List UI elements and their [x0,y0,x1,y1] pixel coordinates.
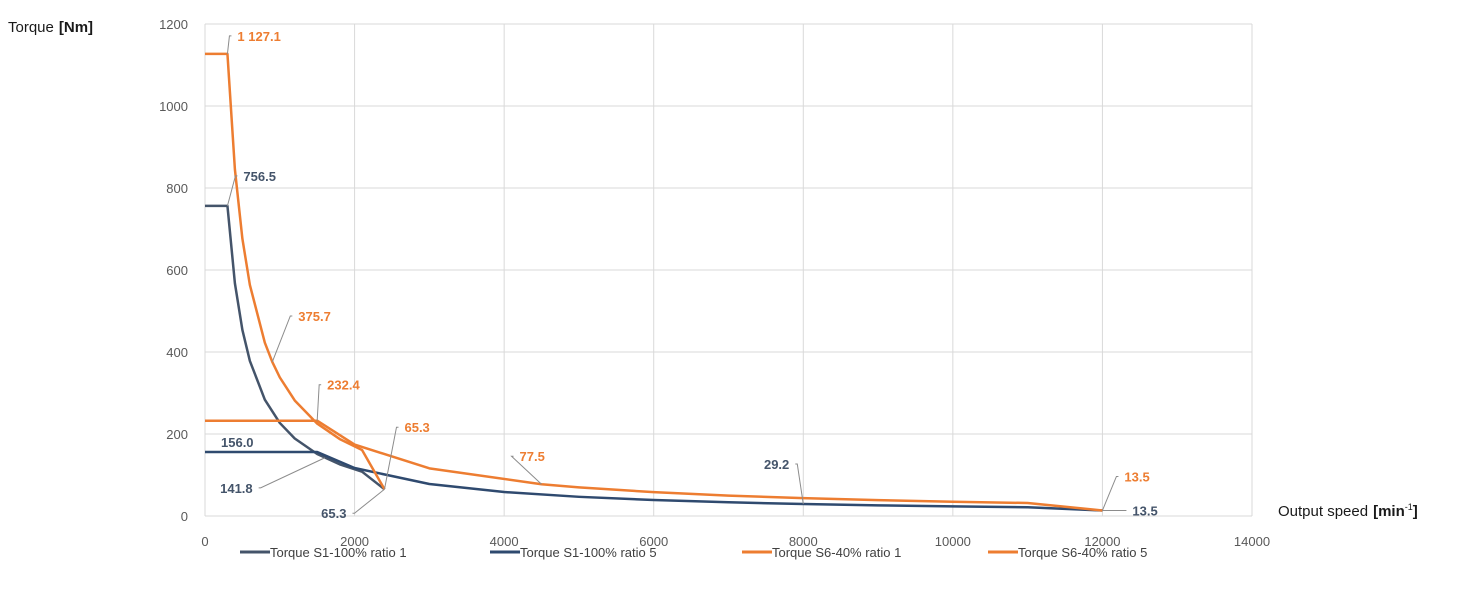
label-leader-7 [383,426,399,490]
y-axis-title: Torque [Nm] [8,19,93,36]
y-tick-label-1000: 1000 [159,99,188,114]
data-label-11: 13.5 [1124,469,1149,484]
x-tick-label-2000: 2000 [340,534,369,549]
data-label-1: 1 127.1 [237,29,280,44]
label-leader-3 [271,315,293,363]
series-line-2 [205,450,1103,512]
legend-label-1: Torque S1-100% ratio 1 [270,545,407,560]
x-tick-label-12000: 12000 [1084,534,1120,549]
label-leader-8 [352,488,385,514]
grid [204,23,1253,517]
y-tick-label-1200: 1200 [159,17,188,32]
data-label-8: 65.3 [321,506,346,521]
legend-item-4: Torque S6-40% ratio 5 [988,545,1147,560]
y-tick-label-400: 400 [166,345,188,360]
x-tick-label-0: 0 [201,534,208,549]
x-axis-title-text: Output speed [1278,503,1368,520]
data-labels: 1 127.1 756.5 375.7 232.4 156.0 141.8 65.3 65.3… [220,29,1158,521]
series-line-3 [205,52,386,490]
data-label-4: 232.4 [327,378,360,393]
data-label-6: 141.8 [220,481,253,496]
label-leader-6 [258,457,325,489]
series-line-4 [205,419,1103,512]
x-axis-title: Output speed [min-1] [1278,502,1418,520]
x-tick-label-14000: 14000 [1234,534,1270,549]
legend-label-2: Torque S1-100% ratio 5 [520,545,657,560]
data-label-7: 65.3 [404,420,429,435]
data-label-12: 13.5 [1132,503,1157,518]
y-tick-label-800: 800 [166,181,188,196]
data-label-2: 756.5 [243,169,276,184]
x-tick-label-6000: 6000 [639,534,668,549]
y-axis-unit: [Nm] [59,19,93,36]
x-axis-unit: [min [1373,503,1405,520]
x-tick-label-8000: 8000 [789,534,818,549]
data-label-10: 29.2 [764,457,789,472]
legend-item-3: Torque S6-40% ratio 1 [742,545,901,560]
x-axis-unit-superscript: -1 [1405,502,1413,512]
x-axis-ticks: 0 2000 4000 6000 8000 10000 12000 14000 [201,534,1270,549]
x-axis-unit-close: ] [1413,503,1418,520]
x-tick-label-4000: 4000 [490,534,519,549]
legend-label-4: Torque S6-40% ratio 5 [1018,545,1147,560]
label-leader-2 [226,175,238,206]
data-label-5: 156.0 [221,435,254,450]
legend-item-2: Torque S1-100% ratio 5 [490,545,657,560]
y-tick-label-0: 0 [181,509,188,524]
data-label-9: 77.5 [520,449,545,464]
label-leader-10 [795,463,804,505]
series-line-1 [205,204,386,491]
label-leader-11 [1101,475,1119,511]
y-tick-label-200: 200 [166,427,188,442]
label-leader-1 [226,35,232,54]
label-leader-9 [510,455,542,485]
legend: Torque S1-100% ratio 1 Torque S1-100% rat… [240,545,1147,560]
x-tick-label-10000: 10000 [935,534,971,549]
label-leader-4 [316,384,322,421]
y-axis-title-text: Torque [8,19,54,36]
legend-item-1: Torque S1-100% ratio 1 [240,545,407,560]
label-leaders [226,35,1127,514]
y-tick-label-600: 600 [166,263,188,278]
data-label-3: 375.7 [298,309,331,324]
legend-label-3: Torque S6-40% ratio 1 [772,545,901,560]
y-axis-ticks: 0 200 400 600 800 1000 1200 [159,17,188,524]
